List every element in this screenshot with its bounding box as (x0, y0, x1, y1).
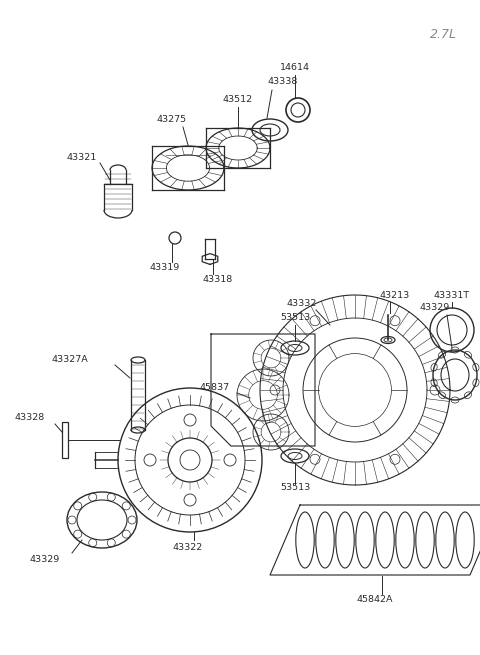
Text: 43318: 43318 (203, 276, 233, 284)
Text: 53513: 53513 (280, 314, 310, 322)
Text: 14614: 14614 (280, 64, 310, 73)
Text: 43327A: 43327A (52, 356, 88, 364)
Text: 2.7L: 2.7L (430, 28, 457, 41)
Text: 43331T: 43331T (434, 291, 470, 301)
Text: 43321: 43321 (67, 153, 97, 162)
Bar (62, 422, 68, 458)
Text: 43213: 43213 (380, 291, 410, 299)
Text: 45842A: 45842A (357, 595, 393, 605)
Text: 43319: 43319 (150, 263, 180, 272)
Text: 43512: 43512 (223, 96, 253, 105)
Text: 43332: 43332 (287, 299, 317, 307)
Text: 53513: 53513 (280, 483, 310, 493)
Text: 43322: 43322 (173, 544, 203, 553)
Text: 43275: 43275 (157, 115, 187, 124)
Text: 43329: 43329 (30, 555, 60, 565)
Text: 43329: 43329 (420, 303, 450, 312)
Text: 45837: 45837 (200, 383, 230, 392)
Text: 43328: 43328 (15, 413, 45, 422)
Text: 43338: 43338 (268, 77, 298, 86)
